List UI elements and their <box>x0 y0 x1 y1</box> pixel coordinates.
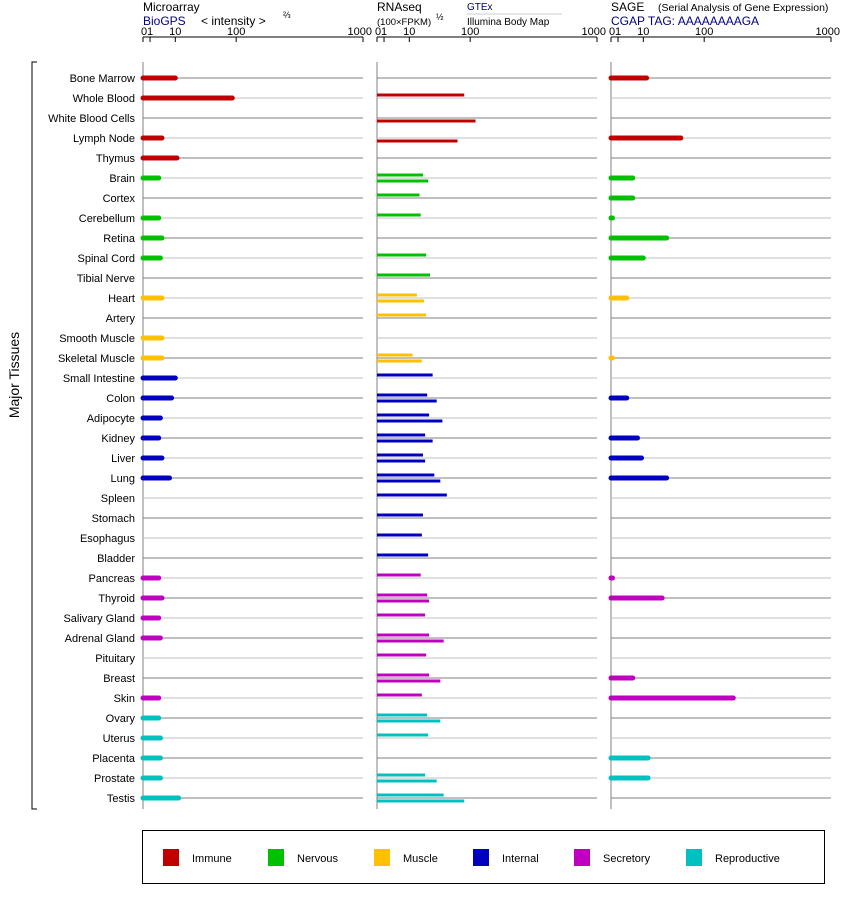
panel-2: SAGE (Serial Analysis of Gene Expression)… <box>609 0 840 809</box>
panel-unit: (100×FPKM) <box>377 17 431 28</box>
tick-label: 1000 <box>582 26 606 38</box>
legend-swatch <box>574 849 590 866</box>
tick-label: 0 <box>375 26 381 38</box>
tissue-label: Salivary Gland <box>63 613 135 625</box>
legend-swatch <box>374 849 390 866</box>
tissue-label: Tibial Nerve <box>77 273 135 285</box>
tissue-label: Prostate <box>94 773 135 785</box>
tissue-label: Uterus <box>103 733 136 745</box>
tissue-label: Adipocyte <box>87 413 135 425</box>
tissue-label: Cortex <box>103 193 136 205</box>
tissue-label: Brain <box>109 173 135 185</box>
panel-source: GTEx <box>467 2 493 13</box>
panel-title: SAGE <box>611 0 644 14</box>
tissue-label: Cerebellum <box>79 213 135 225</box>
tissue-label: Spleen <box>101 493 135 505</box>
legend-swatch <box>163 849 179 866</box>
tissue-label: White Blood Cells <box>48 113 135 125</box>
legend-box <box>142 830 825 884</box>
tissue-label: Smooth Muscle <box>59 333 135 345</box>
legend-label: Nervous <box>297 853 338 865</box>
tissue-bracket <box>31 61 37 810</box>
legend-item-reproductive: Reproductive <box>686 849 780 866</box>
legend-swatch <box>473 849 489 866</box>
panel-subtitle: Illumina Body Map <box>467 17 550 28</box>
tissue-label: Placenta <box>92 753 136 765</box>
tissue-label: Kidney <box>101 433 135 445</box>
tissue-label: Ovary <box>106 713 136 725</box>
panel-unit: < intensity > <box>201 14 266 28</box>
legend-item-secretory: Secretory <box>574 849 651 866</box>
legend-label: Reproductive <box>715 853 780 865</box>
tissue-label: Stomach <box>92 513 135 525</box>
tick-label: 100 <box>695 26 713 38</box>
tick-label: 1 <box>615 26 621 38</box>
y-axis-label: Major Tissues <box>6 332 22 418</box>
tissue-label: Adrenal Gland <box>65 633 135 645</box>
tissue-label: Lung <box>111 473 135 485</box>
tick-label: 100 <box>461 26 479 38</box>
tissue-label: Liver <box>111 453 135 465</box>
tick-label: 1 <box>147 26 153 38</box>
tick-label: 100 <box>227 26 245 38</box>
panel-unit-exponent: ½ <box>436 12 444 22</box>
tissue-label: Small Intestine <box>63 373 135 385</box>
panel-title: Microarray <box>143 0 200 14</box>
tissue-label: Lymph Node <box>73 133 135 145</box>
tissue-label: Bladder <box>97 553 135 565</box>
tick-label: 1000 <box>348 26 372 38</box>
tissue-label: Breast <box>103 673 135 685</box>
legend-item-nervous: Nervous <box>268 849 338 866</box>
legend-label: Secretory <box>603 853 651 865</box>
legend-label: Internal <box>502 853 539 865</box>
legend-item-immune: Immune <box>163 849 232 866</box>
tick-label: 10 <box>637 26 649 38</box>
tissue-label: Testis <box>107 793 136 805</box>
tissue-label: Skeletal Muscle <box>58 353 135 365</box>
legend-item-internal: Internal <box>473 849 539 866</box>
tissue-label: Spinal Cord <box>78 253 135 265</box>
tissue-label: Thyroid <box>98 593 135 605</box>
tick-label: 1000 <box>816 26 840 38</box>
tissue-label: Whole Blood <box>73 93 135 105</box>
tissue-label: Heart <box>108 293 135 305</box>
panel-title-note: (Serial Analysis of Gene Expression) <box>658 2 828 14</box>
tissue-label: Colon <box>106 393 135 405</box>
tick-label: 0 <box>141 26 147 38</box>
panel-title: RNAseq <box>377 0 422 14</box>
tick-label: 0 <box>609 26 615 38</box>
tissue-label: Artery <box>106 313 136 325</box>
tick-label: 10 <box>169 26 181 38</box>
tissue-label: Bone Marrow <box>70 73 135 85</box>
tissue-label: Retina <box>103 233 136 245</box>
tissue-label: Skin <box>114 693 135 705</box>
panel-unit-exponent: ⅔ <box>283 10 291 20</box>
panel-source: BioGPS <box>143 14 186 28</box>
panel-source: CGAP TAG: AAAAAAAAGA <box>611 14 759 28</box>
legend-label: Muscle <box>403 853 438 865</box>
tick-label: 10 <box>403 26 415 38</box>
legend-swatch <box>686 849 702 866</box>
tissue-label: Esophagus <box>80 533 136 545</box>
tissue-label: Pancreas <box>89 573 136 585</box>
legend-swatch <box>268 849 284 866</box>
tick-label: 1 <box>381 26 387 38</box>
legend-item-muscle: Muscle <box>374 849 438 866</box>
tissue-label: Pituitary <box>95 653 135 665</box>
legend-label: Immune <box>192 853 232 865</box>
tissue-label: Thymus <box>96 153 136 165</box>
